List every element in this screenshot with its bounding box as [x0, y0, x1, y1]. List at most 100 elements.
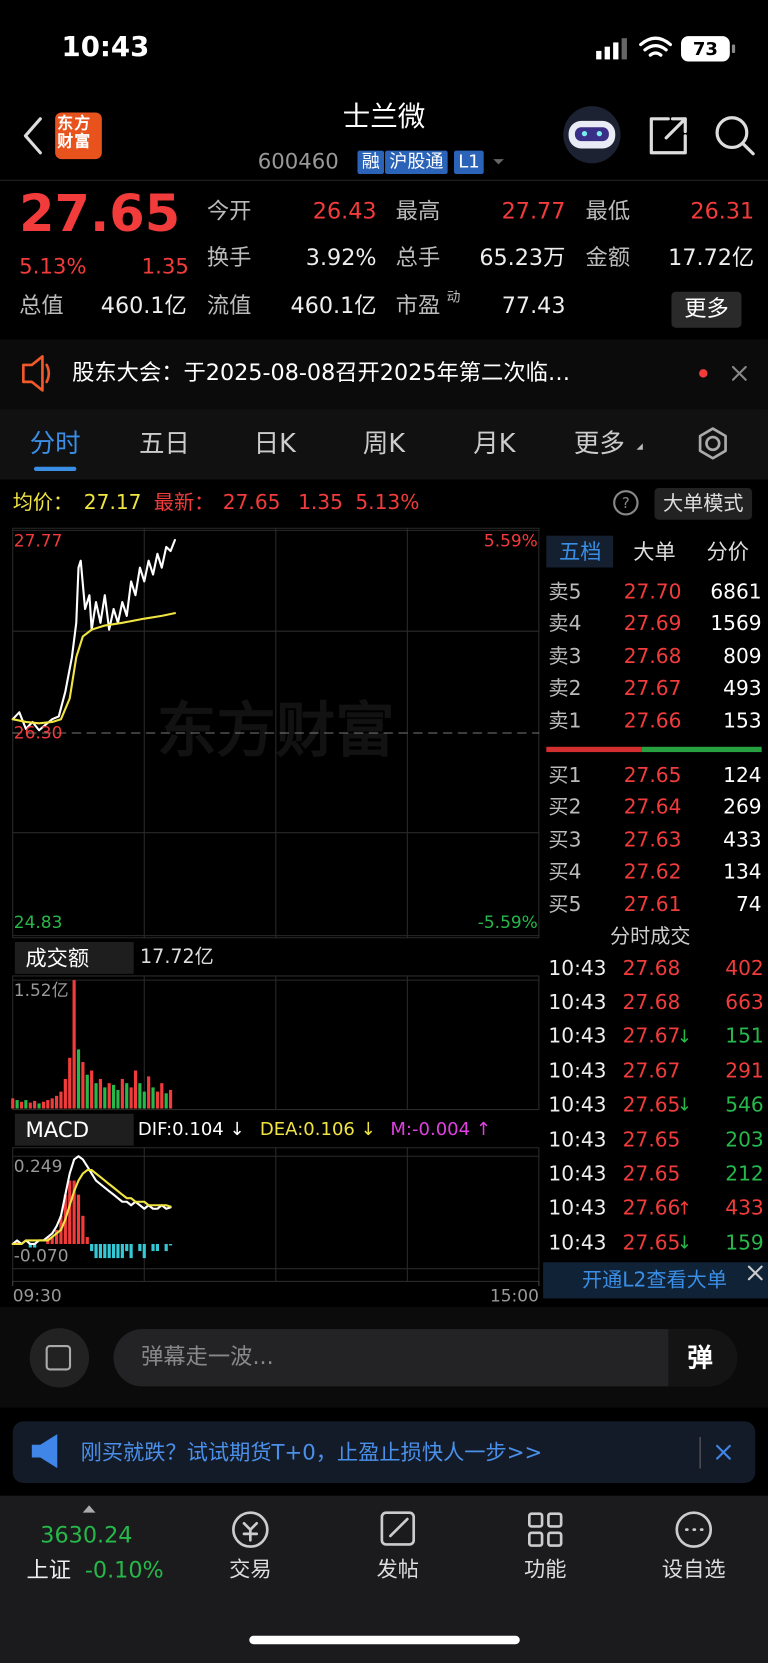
settings-button[interactable]	[698, 427, 727, 460]
period-tab[interactable]: 分时	[29, 428, 81, 458]
macd-bar	[33, 1244, 37, 1248]
unread-dot	[699, 369, 708, 378]
orderbook-tab-bg	[546, 535, 614, 568]
orderbook-label: 买5	[548, 892, 582, 917]
macd-bar	[116, 1244, 120, 1259]
danmaku-button[interactable]	[668, 1329, 738, 1387]
macd-selector[interactable]: MACD	[25, 1116, 90, 1143]
orderbook-price: 27.69	[623, 611, 682, 635]
x-tick-label: 09:30	[12, 1286, 62, 1307]
volume-bar	[15, 1100, 19, 1109]
index-expand[interactable]	[82, 1505, 96, 1513]
orderbook-volume: 809	[723, 644, 762, 668]
assistant-avatar[interactable]	[563, 106, 621, 164]
close-l2[interactable]	[747, 1265, 763, 1281]
orderbook-tab[interactable]: 分价	[706, 538, 749, 565]
macd-bar	[151, 1244, 155, 1252]
more-button[interactable]: 更多	[671, 292, 742, 328]
ad-text[interactable]: 刚买就跌？试试期货T+0，止盈止损快人一步>>	[80, 1439, 543, 1465]
dropdown-arrow[interactable]	[493, 159, 504, 165]
search-button[interactable]	[715, 116, 755, 156]
nav-label[interactable]: 功能	[524, 1556, 567, 1582]
volume-bar	[37, 1103, 41, 1109]
period-tab[interactable]: 月K	[473, 428, 516, 458]
close-ad[interactable]	[716, 1444, 731, 1460]
last-price: 27.65	[19, 184, 181, 245]
period-tab[interactable]: 五日	[138, 428, 190, 458]
stat-label: 金额	[585, 245, 631, 271]
ad-megaphone	[31, 1434, 58, 1469]
stat-value: 77.43	[501, 293, 566, 319]
volume-bar	[72, 980, 76, 1109]
price-line	[11, 612, 176, 725]
ask-ratio-bar	[546, 746, 642, 753]
orderbook-tab[interactable]: 五档	[559, 538, 602, 565]
ad-bg[interactable]	[12, 1421, 756, 1483]
orderbook-label: 卖4	[548, 611, 582, 635]
macd-bar	[76, 1194, 81, 1245]
stat-value: 3.92%	[305, 245, 377, 271]
l2-link[interactable]: 开通L2查看大单	[581, 1268, 727, 1292]
mode-button-bg[interactable]	[654, 487, 753, 520]
macd-bar	[142, 1244, 146, 1259]
orderbook-volume: 1569	[710, 611, 762, 635]
nav-label[interactable]: 交易	[229, 1556, 272, 1582]
volume-bar	[142, 1091, 146, 1109]
period-tab[interactable]: 周K	[362, 428, 406, 458]
volume-bar	[46, 1100, 50, 1109]
nav-label[interactable]: 发帖	[376, 1556, 420, 1582]
stat-value: 27.77	[501, 198, 566, 225]
help-button[interactable]: ?	[613, 490, 639, 516]
volume-bar	[151, 1087, 155, 1109]
trade-price: 27.65	[622, 1093, 681, 1118]
macd-line	[11, 1168, 172, 1246]
stat-value: 17.72亿	[668, 245, 755, 271]
stat-note: 动	[446, 289, 461, 306]
volume-bar	[76, 1049, 81, 1109]
comment-placeholder: 弹幕走一波...	[141, 1344, 274, 1370]
macd-bar	[90, 1244, 94, 1252]
nav-bg	[0, 1495, 768, 1663]
volume-selector[interactable]: 成交额	[25, 945, 90, 971]
stock-tag: 沪股通	[385, 150, 448, 175]
nav-label[interactable]: 设自选	[661, 1556, 726, 1582]
macd-selector-bg[interactable]	[14, 1113, 134, 1146]
mode-button[interactable]: 大单模式	[662, 491, 744, 516]
orderbook-label: 买4	[548, 859, 582, 884]
volume-bar	[94, 1083, 98, 1109]
nav-icons	[232, 1511, 713, 1548]
trade-volume: 433	[725, 1196, 764, 1221]
bid-ratio-bar	[641, 746, 762, 753]
comment-input[interactable]	[113, 1329, 738, 1387]
trade-volume: 546	[725, 1093, 764, 1118]
share-button[interactable]	[649, 117, 687, 155]
chart-frames	[12, 527, 540, 1282]
back-button[interactable]	[23, 117, 42, 155]
macd-bar	[50, 1236, 54, 1245]
trade-time: 10:43	[548, 1162, 607, 1186]
stat-label: 最低	[585, 198, 631, 225]
l2-bar-bg[interactable]	[543, 1262, 768, 1299]
volume-bar	[41, 1101, 46, 1109]
orderbook-price: 27.61	[623, 892, 682, 917]
volume-bar	[85, 1074, 89, 1109]
close-notice[interactable]	[731, 365, 747, 381]
volume-bar	[98, 1078, 103, 1109]
stat-label: 流值	[206, 293, 252, 319]
orderbook-tab[interactable]: 大单	[633, 538, 676, 565]
index-name: 上证	[26, 1557, 72, 1584]
volume-bar	[164, 1093, 168, 1109]
period-tab[interactable]: 更多	[573, 428, 625, 458]
period-tab[interactable]: 日K	[253, 428, 296, 458]
notice-text[interactable]: 股东大会：于2025-08-08召开2025年第二次临…	[72, 360, 571, 386]
comment-icon[interactable]	[29, 1328, 90, 1388]
volume-selector-bg[interactable]	[14, 941, 134, 974]
orderbook-label: 买2	[548, 795, 582, 819]
notice-bg	[0, 339, 768, 410]
orderbook-label: 卖2	[548, 676, 582, 700]
trade-price: 27.68	[622, 990, 681, 1015]
trade-volume: 212	[725, 1162, 764, 1186]
trade-price: 27.65	[622, 1128, 681, 1152]
latest-percent: 5.13%	[355, 490, 420, 515]
macd-bar	[120, 1244, 124, 1259]
